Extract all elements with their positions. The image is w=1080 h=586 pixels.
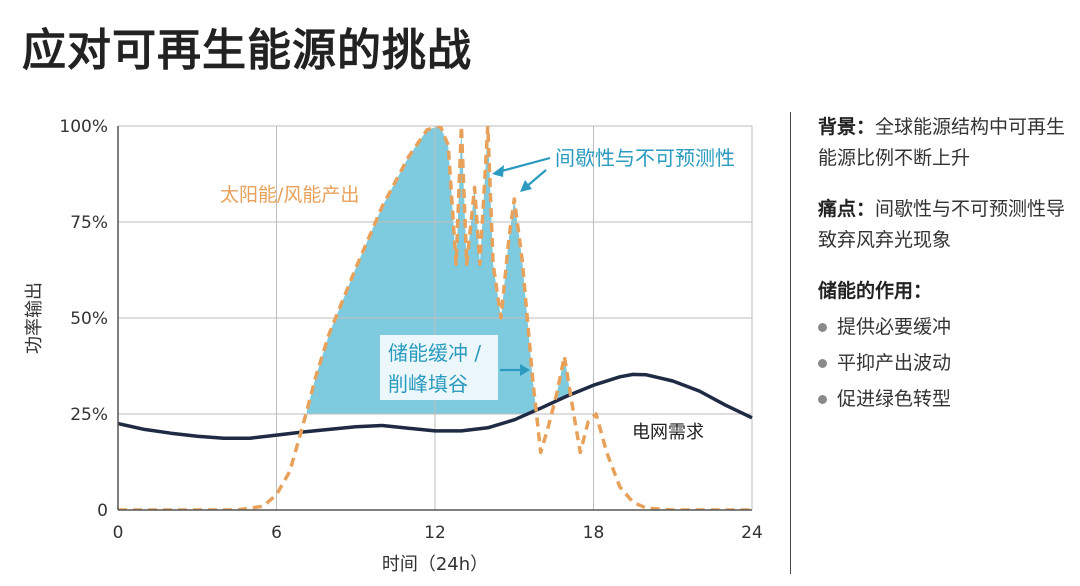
arrow-head-icon bbox=[520, 364, 530, 376]
series-lines bbox=[117, 126, 753, 510]
x-axis-title: 时间（24h） bbox=[382, 554, 488, 575]
role-title: 储能的作用： bbox=[818, 280, 933, 302]
y-tick-label: 0 bbox=[97, 501, 108, 521]
demand-series-label: 电网需求 bbox=[632, 422, 704, 443]
divider bbox=[790, 112, 791, 574]
arrow-head-icon bbox=[492, 165, 504, 177]
bullet-dot-icon bbox=[818, 322, 827, 332]
list-item: 促进绿色转型 bbox=[818, 381, 1068, 417]
axes: 0 25% 50% 75% 100% 0 6 12 18 24 时间（24h） 功率输出 bbox=[24, 117, 763, 575]
pain-label: 痛点： bbox=[818, 198, 876, 220]
y-tick-label: 75% bbox=[70, 213, 108, 233]
x-tick-label: 12 bbox=[424, 523, 446, 543]
supply-series-label: 太阳能/风能产出 bbox=[220, 184, 359, 206]
x-tick-label: 18 bbox=[583, 523, 605, 543]
bullet-text: 促进绿色转型 bbox=[837, 388, 952, 410]
power-chart: 0 25% 50% 75% 100% 0 6 12 18 24 时间（24h） 功率输出 间歇性与不可… bbox=[24, 117, 763, 575]
x-tick-label: 6 bbox=[271, 523, 282, 543]
arrow-head-icon bbox=[520, 180, 532, 192]
y-axis-title: 功率输出 bbox=[24, 282, 45, 354]
background-text: 全球能源结构中可再生能源比例不断上升 bbox=[818, 116, 1066, 169]
grid bbox=[117, 125, 753, 511]
side-panel: 背景：全球能源结构中可再生能源比例不断上升 痛点：间歇性与不可预测性导致弃风弃光… bbox=[818, 112, 1068, 417]
y-tick-label: 100% bbox=[59, 117, 108, 137]
y-tick-label: 25% bbox=[70, 405, 108, 425]
x-tick-label: 24 bbox=[741, 523, 763, 543]
page-title: 应对可再生能源的挑战 bbox=[22, 25, 472, 76]
storage-label-box bbox=[380, 335, 498, 400]
storage-label-line1: 储能缓冲 / bbox=[388, 341, 481, 365]
x-tick-label: 0 bbox=[113, 523, 124, 543]
bullet-text: 提供必要缓冲 bbox=[837, 316, 952, 338]
demand-line bbox=[117, 372, 753, 440]
bullet-dot-icon bbox=[818, 358, 827, 368]
list-item: 平抑产出波动 bbox=[818, 345, 1068, 381]
pain-section: 痛点：间歇性与不可预测性导致弃风弃光现象 bbox=[818, 194, 1068, 256]
background-section: 背景：全球能源结构中可再生能源比例不断上升 bbox=[818, 112, 1068, 174]
arrow-line bbox=[497, 156, 551, 174]
surplus-fill bbox=[555, 356, 571, 402]
bullet-text: 平抑产出波动 bbox=[837, 352, 952, 374]
y-tick-label: 50% bbox=[70, 309, 108, 329]
pain-text: 间歇性与不可预测性导致弃风弃光现象 bbox=[818, 198, 1066, 251]
supply-line bbox=[118, 126, 752, 510]
list-item: 提供必要缓冲 bbox=[818, 309, 1068, 345]
storage-label-line2: 削峰填谷 bbox=[388, 372, 468, 396]
role-bullet-list: 提供必要缓冲 平抑产出波动 促进绿色转型 bbox=[818, 309, 1068, 417]
intermittency-label: 间歇性与不可预测性 bbox=[555, 146, 735, 170]
bullet-dot-icon bbox=[818, 394, 827, 404]
background-label: 背景： bbox=[818, 116, 876, 138]
arrow-line bbox=[525, 169, 547, 188]
